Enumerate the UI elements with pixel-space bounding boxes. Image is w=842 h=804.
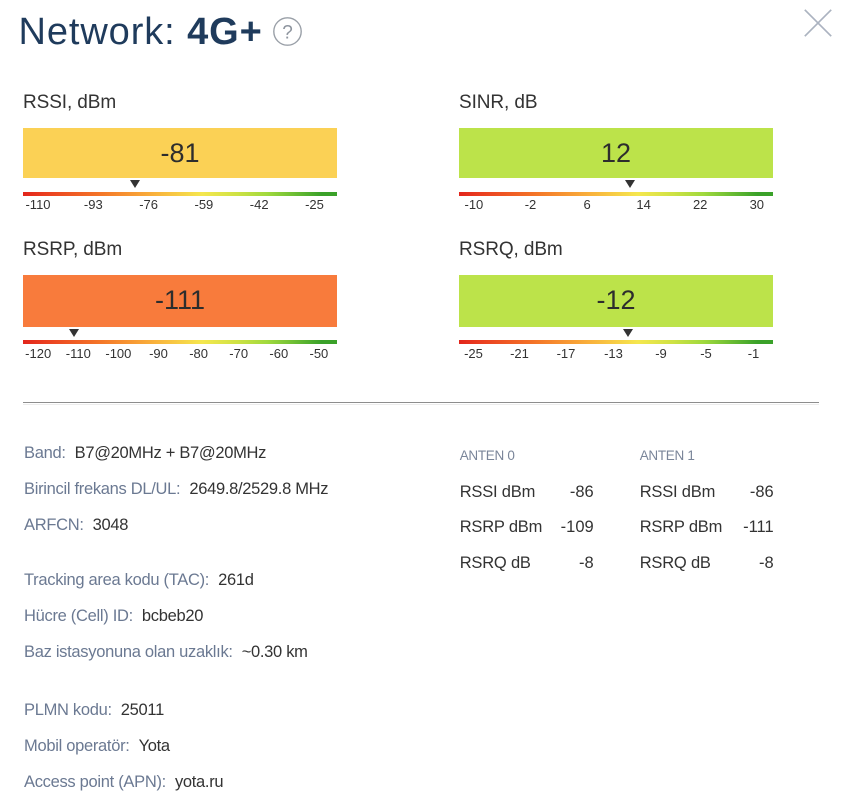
svg-text:?: ? [282,22,293,43]
